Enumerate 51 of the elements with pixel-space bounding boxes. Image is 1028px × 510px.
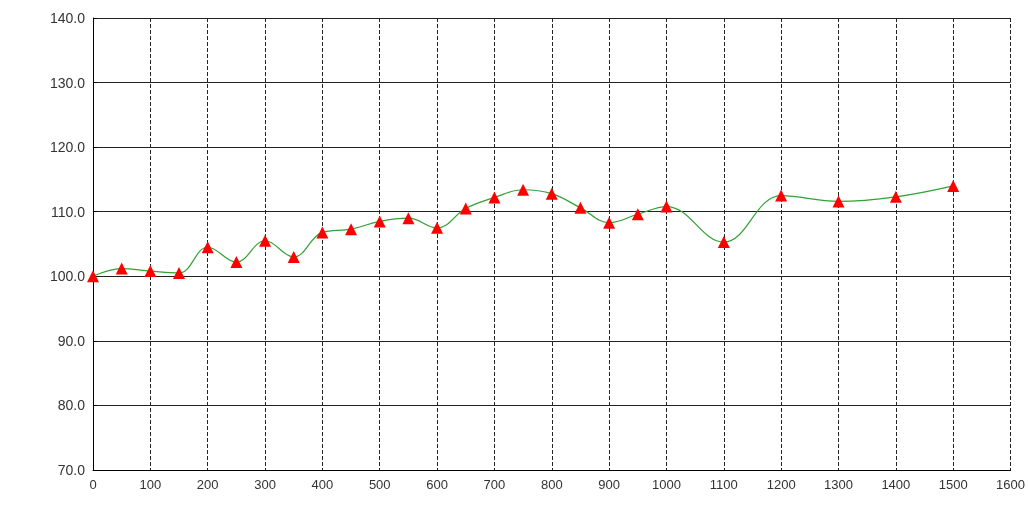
point xyxy=(259,234,272,247)
point xyxy=(87,270,99,283)
x-tick-label: 100 xyxy=(139,477,162,492)
x-tick-label: 1300 xyxy=(824,477,853,492)
point xyxy=(832,195,845,208)
x-tick-label: 200 xyxy=(196,477,219,492)
y-tick-label: 80.0 xyxy=(57,397,86,414)
point xyxy=(775,189,788,202)
x-tick-label: 700 xyxy=(483,477,506,492)
x-tick-label: 600 xyxy=(426,477,448,492)
point xyxy=(201,241,214,254)
point xyxy=(287,250,300,263)
point xyxy=(717,236,730,249)
y-tick-label: 110.0 xyxy=(51,203,86,220)
point xyxy=(402,212,415,225)
x-tick-label: 1400 xyxy=(881,477,911,492)
x-tick-label: 300 xyxy=(254,477,276,492)
point xyxy=(603,216,616,229)
point xyxy=(545,187,558,200)
point xyxy=(230,256,243,269)
x-tick-label: 1600 xyxy=(996,477,1025,492)
y-tick-label: 70.0 xyxy=(57,462,86,478)
x-tick-label: 800 xyxy=(540,477,563,492)
x-tick-label: 0 xyxy=(89,477,97,492)
point xyxy=(889,190,902,203)
point xyxy=(144,265,157,278)
point xyxy=(115,262,128,275)
x-tick-label: 1100 xyxy=(709,477,738,492)
y-tick-label: 120.0 xyxy=(49,139,86,156)
point xyxy=(316,226,329,239)
x-tick-label: 1000 xyxy=(652,477,681,492)
point xyxy=(173,267,186,280)
point xyxy=(431,221,444,234)
point xyxy=(488,191,501,204)
x-tick-label: 500 xyxy=(368,477,391,492)
point xyxy=(373,215,386,228)
point xyxy=(574,201,587,214)
y-tick-label: 100.0 xyxy=(49,268,86,285)
point xyxy=(660,200,673,213)
x-tick-label: 1200 xyxy=(766,477,796,492)
point xyxy=(631,208,644,221)
point xyxy=(459,202,472,215)
y-tick-label: 130.0 xyxy=(49,74,86,91)
x-tick-label: 400 xyxy=(311,477,334,492)
x-tick-label: 1500 xyxy=(938,477,968,492)
point xyxy=(345,223,358,236)
x-tick-label: 900 xyxy=(598,477,620,492)
y-tick-label: 90.0 xyxy=(57,332,86,349)
point xyxy=(947,179,960,192)
y-tick-label: 140.0 xyxy=(49,10,86,26)
point xyxy=(517,183,530,196)
